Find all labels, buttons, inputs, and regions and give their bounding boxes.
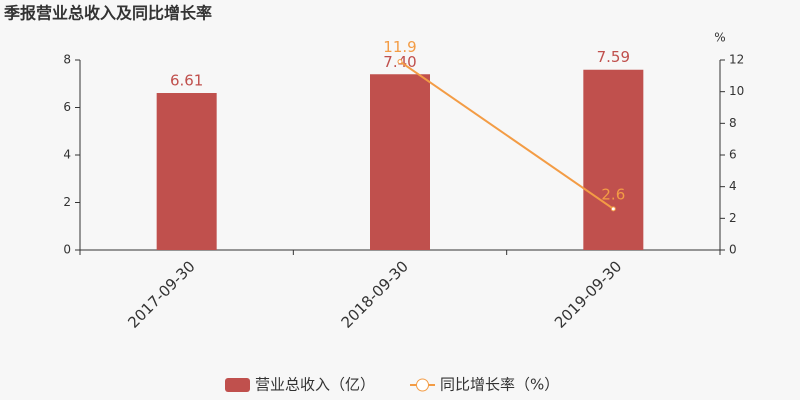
x-tick-label: 2017-09-30 (124, 257, 198, 331)
bar (370, 74, 430, 250)
line-point (610, 206, 616, 212)
legend-label: 同比增长率（%） (440, 376, 559, 394)
x-tick-label: 2018-09-30 (338, 257, 412, 331)
legend-swatch (225, 378, 250, 392)
x-tick-label: 2019-09-30 (551, 257, 625, 331)
y2-tick-label: 8 (729, 116, 737, 130)
y-tick-label: 0 (63, 243, 71, 257)
chart-title: 季报营业总收入及同比增长率 (3, 4, 212, 23)
line (399, 60, 614, 210)
y-tick-label: 6 (63, 100, 71, 114)
y-tick-label: 2 (63, 195, 71, 209)
y-tick-label: 4 (63, 148, 71, 162)
line-value-label: 11.9 (383, 38, 416, 56)
bar (583, 69, 644, 250)
y2-tick-label: 0 (729, 243, 737, 257)
y2-axis-label: % (714, 31, 725, 45)
legend-label: 营业总收入（亿） (255, 376, 375, 394)
bar (156, 93, 217, 250)
bar-value-label: 7.59 (597, 48, 630, 66)
line-point (397, 59, 403, 65)
y-tick-label: 8 (63, 53, 71, 67)
y2-tick-label: 4 (729, 179, 737, 193)
bar-value-label: 6.61 (170, 72, 203, 90)
y2-tick-label: 12 (729, 53, 744, 67)
y2-tick-label: 6 (729, 148, 737, 162)
line-value-label: 2.6 (601, 185, 625, 203)
legend-swatch-point (416, 378, 429, 392)
y2-tick-label: 10 (729, 84, 744, 98)
y2-tick-label: 2 (729, 211, 737, 225)
